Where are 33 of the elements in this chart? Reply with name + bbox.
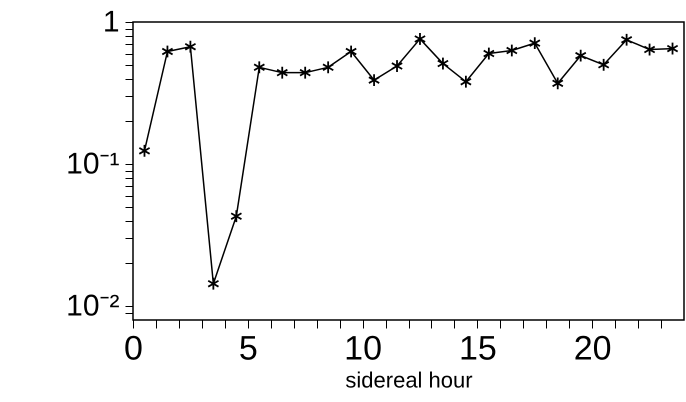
y-tick-label: 1 bbox=[102, 6, 120, 38]
point bbox=[598, 58, 610, 72]
y-tick-label: 10⁻² bbox=[66, 290, 120, 323]
point bbox=[368, 73, 380, 87]
point bbox=[574, 48, 587, 62]
point bbox=[460, 74, 472, 89]
point bbox=[276, 66, 288, 80]
x-tick-label: 0 bbox=[124, 330, 143, 368]
point bbox=[414, 32, 426, 46]
y-tick-label: 10⁻¹ bbox=[66, 148, 120, 181]
point bbox=[666, 42, 679, 56]
point bbox=[528, 36, 541, 50]
point bbox=[436, 56, 449, 70]
point bbox=[230, 209, 242, 224]
point bbox=[552, 76, 564, 90]
point bbox=[620, 32, 633, 47]
x-tick-label: 5 bbox=[238, 330, 258, 368]
point bbox=[482, 46, 495, 60]
point bbox=[390, 59, 404, 73]
x-tick-label: 10 bbox=[344, 330, 382, 368]
x-tick-label: 15 bbox=[458, 330, 497, 368]
point bbox=[322, 60, 334, 74]
point bbox=[207, 276, 220, 291]
x-axis-title: sidereal hour bbox=[345, 368, 473, 392]
point bbox=[161, 44, 174, 58]
point bbox=[253, 60, 266, 74]
point bbox=[299, 66, 312, 80]
point bbox=[644, 42, 656, 56]
point bbox=[184, 40, 196, 54]
point bbox=[138, 144, 151, 158]
x-tick-label: 20 bbox=[574, 330, 612, 368]
point bbox=[506, 44, 518, 58]
point bbox=[345, 44, 358, 58]
